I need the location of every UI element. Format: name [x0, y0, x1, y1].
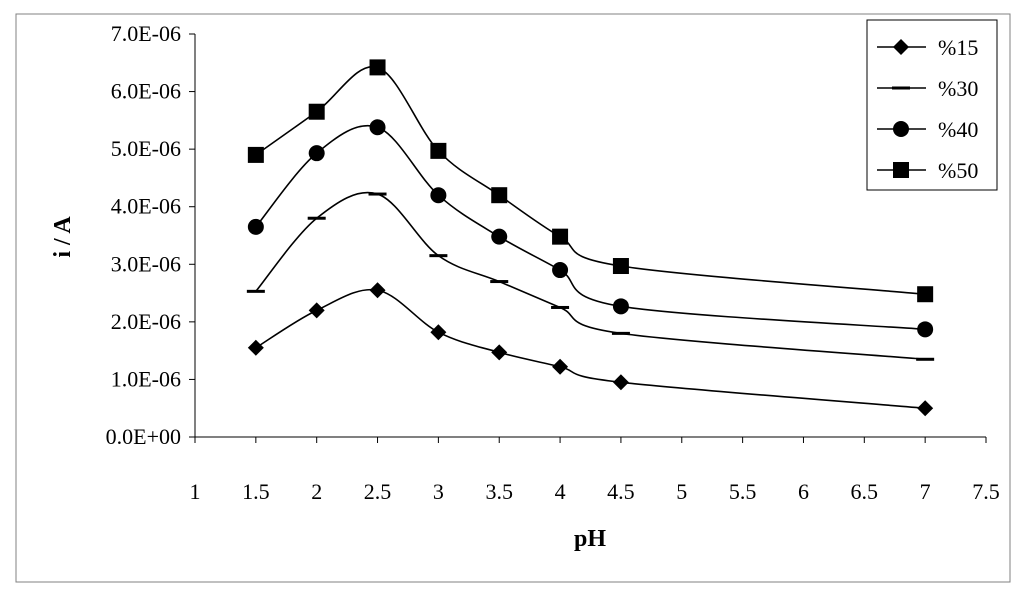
legend-marker — [892, 86, 910, 90]
axes: 0.0E+00 1.0E-06 2.0E-06 3.0E-06 4.0E-06 5.0E-… — [106, 21, 1000, 504]
data-point — [551, 305, 570, 309]
data-point — [552, 358, 569, 375]
x-tick-label: 6.5 — [851, 479, 879, 504]
legend-label: %15 — [938, 35, 978, 60]
y-tick-label: 5.0E-06 — [111, 136, 181, 161]
x-tick-label: 7 — [920, 479, 931, 504]
data-point — [917, 286, 934, 303]
data-point — [308, 145, 325, 162]
data-point — [611, 331, 630, 335]
x-tick-label: 6 — [798, 479, 809, 504]
x-tick-label: 2 — [311, 479, 322, 504]
data-point — [308, 103, 325, 120]
data-point — [247, 146, 264, 163]
data-point — [612, 258, 629, 275]
x-tick-label: 5.5 — [729, 479, 757, 504]
legend-label: %40 — [938, 117, 978, 142]
legend-box — [866, 19, 998, 191]
legend-item: %40 — [877, 117, 978, 142]
legend-marker — [893, 121, 909, 137]
y-tick-label: 4.0E-06 — [111, 194, 181, 219]
data-point — [491, 228, 508, 245]
x-tick-label: 5 — [676, 479, 687, 504]
y-tick-label: 0.0E+00 — [106, 424, 181, 449]
y-tick-label: 6.0E-06 — [111, 79, 181, 104]
y-tick-label: 7.0E-06 — [111, 21, 181, 46]
data-point — [491, 344, 508, 361]
data-point — [430, 324, 447, 341]
y-tick-label: 3.0E-06 — [111, 251, 181, 276]
data-point — [247, 339, 264, 356]
data-point — [612, 298, 629, 315]
x-tick-label: 3.5 — [485, 479, 513, 504]
data-point — [490, 280, 509, 284]
x-axis-title: pH — [574, 526, 606, 552]
data-point — [429, 254, 448, 258]
x-tick-label: 7.5 — [972, 479, 1000, 504]
data-point — [368, 192, 387, 196]
x-tick-label: 3 — [433, 479, 444, 504]
data-point — [430, 142, 447, 159]
y-tick-label: 1.0E-06 — [111, 366, 181, 391]
legend-item: %50 — [877, 158, 978, 183]
data-point — [246, 289, 265, 293]
legend-marker — [893, 162, 909, 178]
legend: %15 %30 %40 %50 — [866, 19, 998, 191]
x-tick-label: 4.5 — [607, 479, 635, 504]
data-point — [247, 218, 264, 235]
x-tick-label: 1.5 — [242, 479, 270, 504]
data-point — [369, 282, 386, 299]
series-4 — [247, 59, 934, 303]
data-point — [916, 357, 935, 361]
series-group — [246, 59, 935, 417]
data-point — [917, 321, 934, 338]
data-point — [552, 228, 569, 245]
data-point — [308, 302, 325, 319]
y-axis-title: i / A — [50, 216, 76, 258]
legend-label: %30 — [938, 76, 978, 101]
x-tick-label: 1 — [190, 479, 201, 504]
data-point — [307, 216, 326, 220]
data-point — [552, 262, 569, 279]
data-point — [612, 374, 629, 391]
series-2 — [246, 191, 935, 361]
legend-label: %50 — [938, 158, 978, 183]
data-point — [369, 59, 386, 76]
data-point — [917, 400, 934, 417]
x-tick-label: 2.5 — [364, 479, 392, 504]
legend-item: %15 — [877, 35, 978, 60]
y-tick-label: 2.0E-06 — [111, 309, 181, 334]
legend-marker — [893, 39, 909, 55]
data-point — [430, 187, 447, 204]
data-point — [369, 119, 386, 136]
outer-frame — [15, 13, 1011, 583]
data-point — [491, 187, 508, 204]
series-1 — [247, 282, 934, 417]
series-3 — [247, 119, 934, 338]
x-tick-label: 4 — [555, 479, 566, 504]
legend-item: %30 — [877, 76, 978, 101]
